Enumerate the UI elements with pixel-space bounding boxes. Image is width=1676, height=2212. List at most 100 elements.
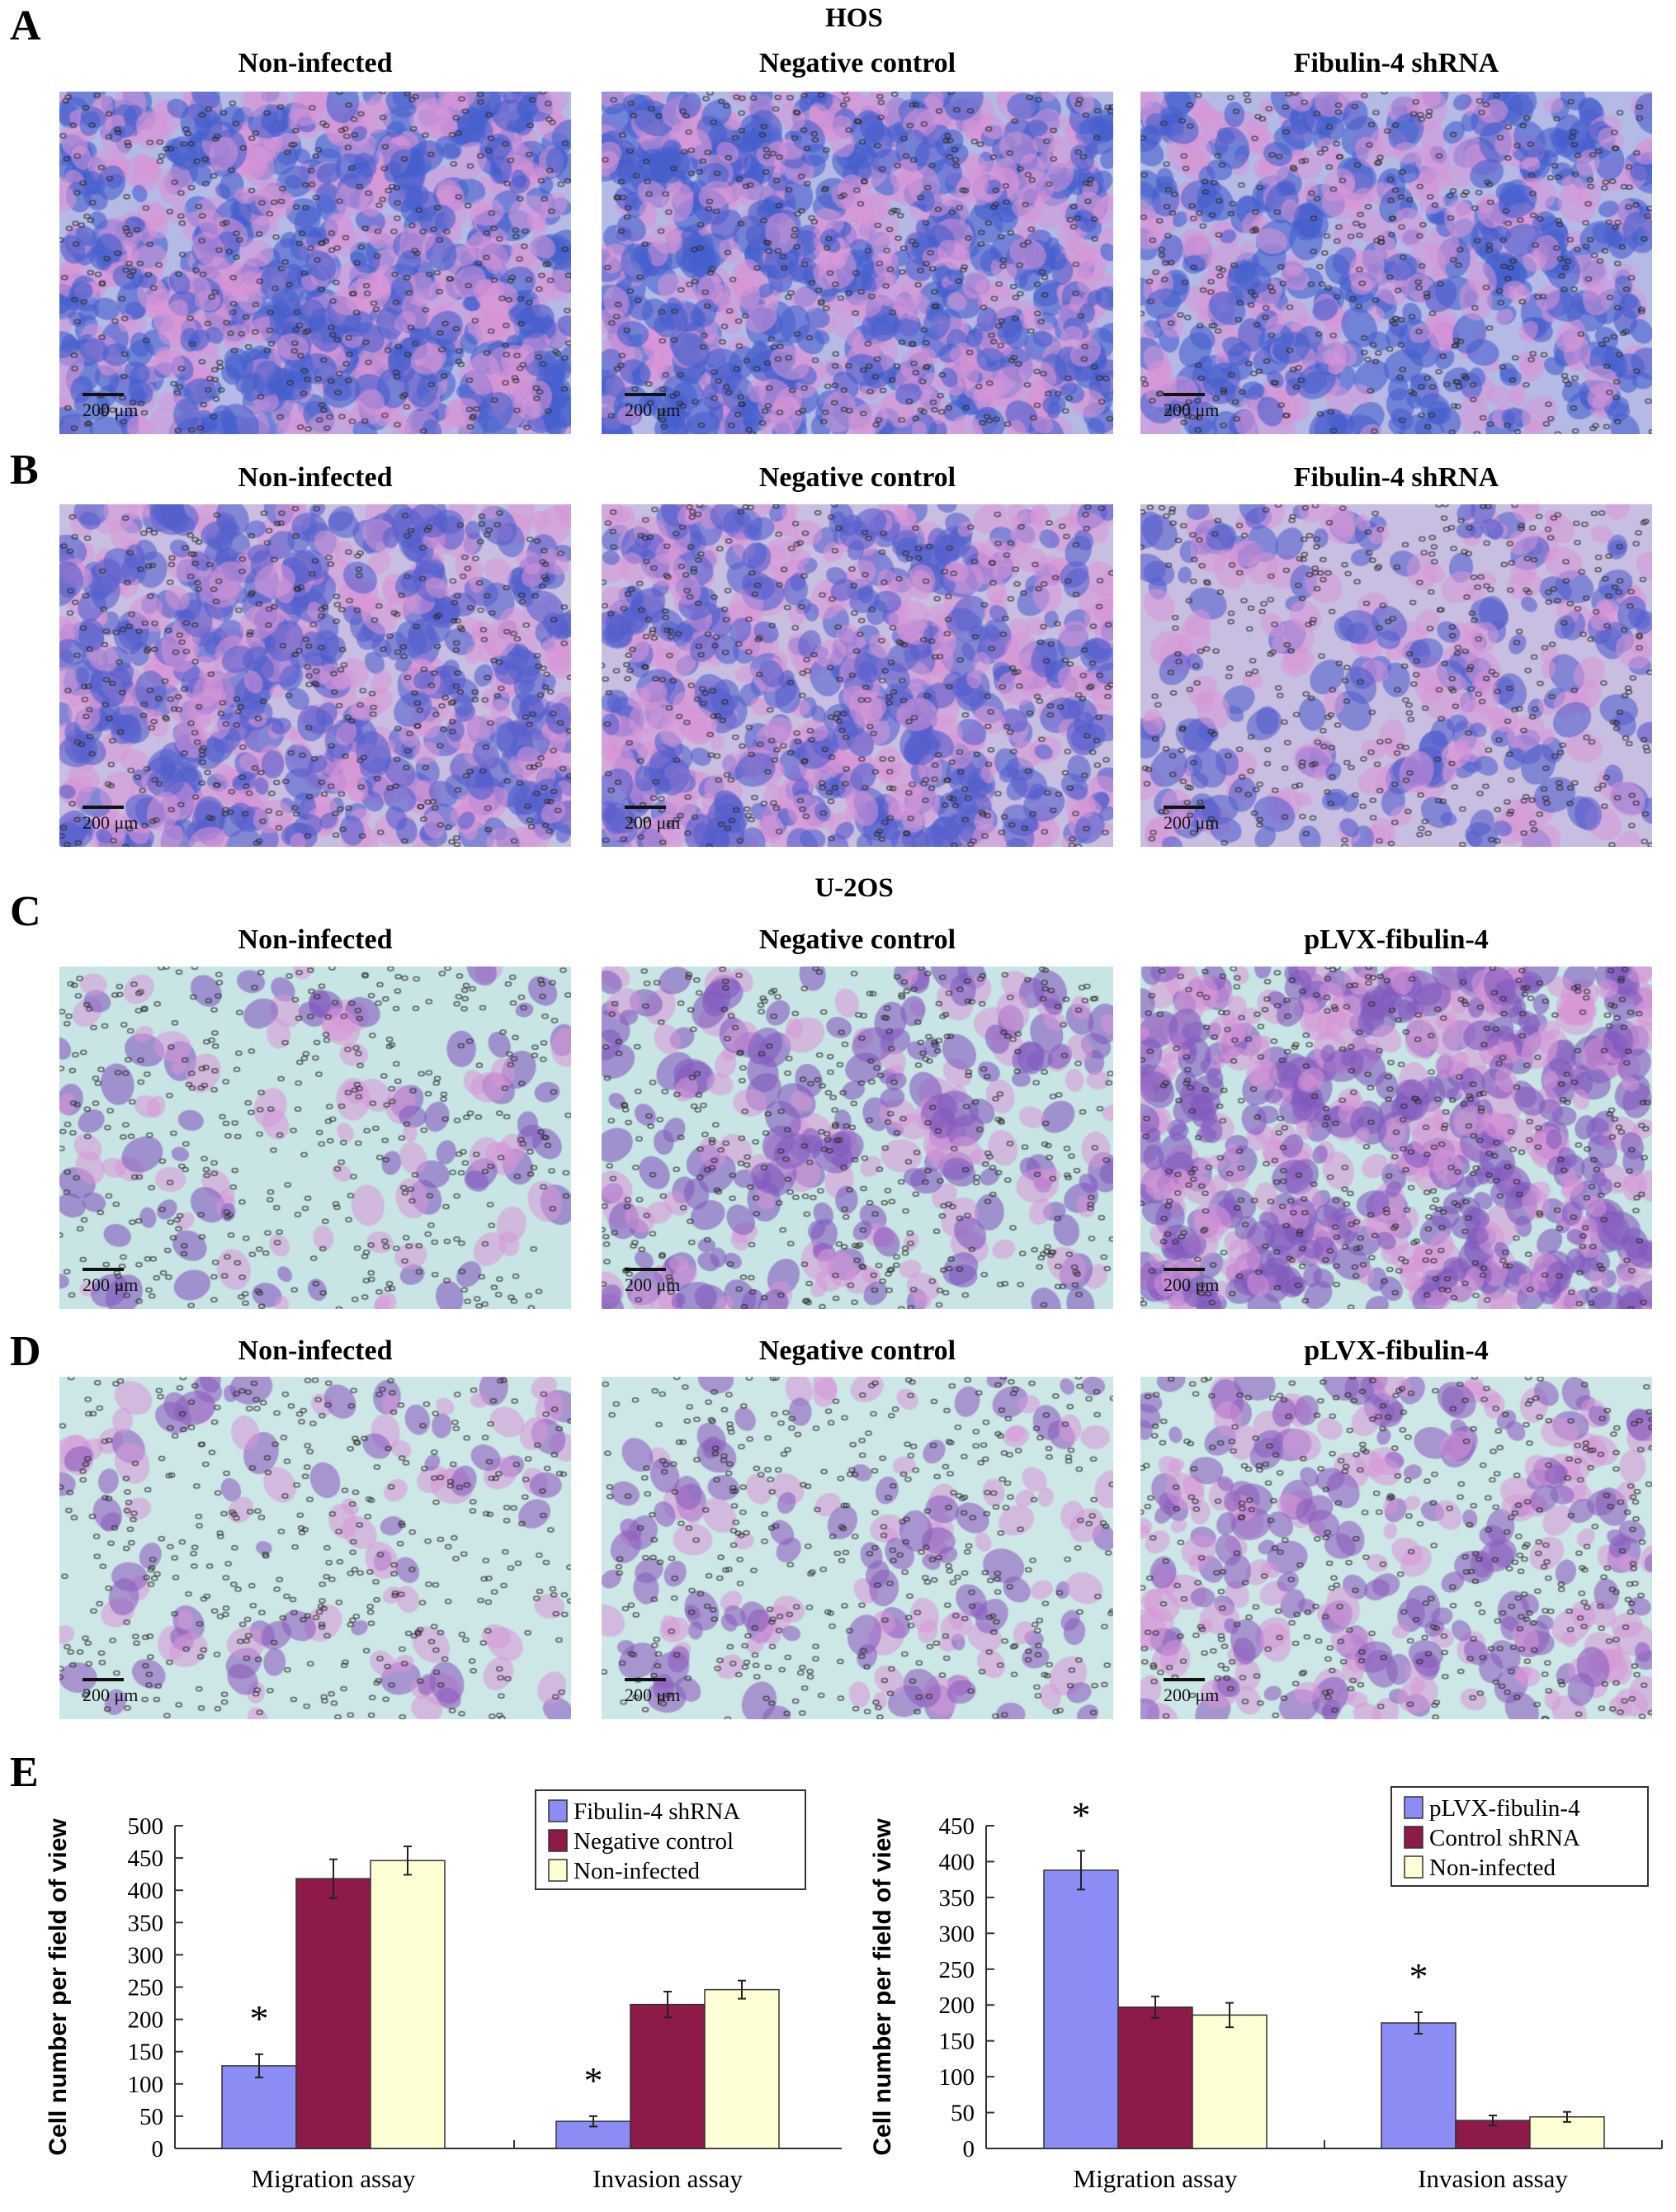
y-tick-label: 200 [939, 1992, 975, 2019]
scale-bar: 200 μm [1164, 1678, 1219, 1706]
y-tick-label: 350 [939, 1885, 975, 1912]
x-tick-label: Migration assay [252, 2164, 416, 2193]
micrograph-title: Negative control [758, 1335, 956, 1366]
scale-bar-label: 200 μm [83, 1685, 139, 1705]
scale-bar-label: 200 μm [625, 812, 681, 833]
legend: Fibulin-4 shRNA Negative control Non-infec… [535, 1789, 806, 1890]
scale-bar-line [1164, 1678, 1205, 1681]
micrograph-title: pLVX-fibulin-4 [1304, 924, 1489, 955]
significance-marker: * [250, 1997, 269, 2039]
scale-bar-line [625, 393, 666, 396]
scale-bar-label: 200 μm [1164, 1274, 1220, 1295]
scale-bar-label: 200 μm [1164, 812, 1220, 833]
scale-bar-label: 200 μm [625, 399, 681, 420]
x-tick-label: Invasion assay [593, 2164, 743, 2193]
scale-bar: 200 μm [1164, 393, 1219, 421]
bar [1043, 1869, 1119, 2149]
micrograph-title: Non-infected [238, 924, 393, 955]
scale-bar-line [83, 806, 124, 809]
y-tick-label: 400 [939, 1849, 975, 1875]
y-tick-label: 200 [128, 2007, 164, 2034]
y-tick-label: 300 [939, 1921, 975, 1947]
legend-box [535, 1789, 806, 1890]
y-tick-label: 100 [128, 2072, 164, 2098]
legend-box [1390, 1786, 1649, 1887]
y-tick-label: 0 [152, 2136, 164, 2162]
scale-bar: 200 μm [625, 806, 680, 834]
scale-bar-line [1164, 1268, 1205, 1271]
y-tick-label: 50 [951, 2101, 975, 2127]
scale-bar-label: 200 μm [625, 1274, 681, 1295]
legend: pLVX-fibulin-4 Control shRNA Non-infected [1390, 1786, 1649, 1887]
panel-letter-e: E [10, 1749, 39, 1796]
y-tick-label: 300 [128, 1942, 164, 1969]
scale-bar-line [625, 1678, 666, 1681]
panel-letter-a: A [10, 2, 41, 50]
micrograph-title: Non-infected [238, 1335, 393, 1366]
scale-bar: 200 μm [83, 1678, 138, 1706]
legend-swatch [1404, 1796, 1423, 1819]
micrograph-image: 200 μm [59, 92, 571, 434]
legend-swatch [548, 1859, 568, 1882]
scale-bar-line [83, 393, 124, 396]
legend-swatch [548, 1829, 568, 1852]
micrograph-image: 200 μm [602, 1377, 1113, 1719]
y-tick-label: 350 [128, 1910, 164, 1936]
y-axis-label: Cell number per field of view [869, 1818, 896, 2156]
legend-label: Negative control [574, 1828, 734, 1855]
scale-bar-line [1164, 806, 1205, 809]
y-tick-label: 0 [963, 2136, 975, 2162]
y-tick-label: 50 [139, 2104, 163, 2130]
y-tick-label: 250 [939, 1957, 975, 1983]
micrograph-image: 200 μm [59, 504, 571, 847]
legend-swatch [1404, 1826, 1423, 1849]
significance-marker: * [584, 2059, 603, 2101]
significance-marker: * [1072, 1794, 1091, 1836]
legend-label: Control shRNA [1429, 1825, 1580, 1851]
micrograph-image: 200 μm [59, 967, 571, 1309]
y-tick-label: 450 [128, 1846, 164, 1872]
bar [221, 2065, 297, 2149]
scale-bar-label: 200 μm [1164, 399, 1220, 420]
micrograph-image: 200 μm [602, 92, 1113, 434]
micrograph-title: Non-infected [238, 48, 393, 78]
micrograph-title: Negative control [758, 462, 956, 493]
cell-line-label: U-2OS [814, 873, 894, 903]
y-axis-label: Cell number per field of view [45, 1818, 72, 2156]
micrograph-image: 200 μm [602, 504, 1113, 847]
cell-line-label: HOS [825, 3, 883, 33]
scale-bar: 200 μm [83, 806, 138, 834]
y-tick-label: 400 [128, 1878, 164, 1904]
legend-label: Non-infected [1429, 1855, 1556, 1881]
micrograph-image: 200 μm [1140, 504, 1652, 847]
scale-bar: 200 μm [625, 393, 680, 421]
scale-bar-label: 200 μm [83, 399, 139, 420]
bar-chart-1: 0 50 100 150 200 250 300 350 400 450 500 Cell numbe… [45, 1789, 842, 2193]
legend-label: pLVX-fibulin-4 [1429, 1795, 1580, 1822]
scale-bar-label: 200 μm [1164, 1685, 1220, 1705]
y-tick-label: 500 [128, 1813, 164, 1840]
scale-bar: 200 μm [1164, 1268, 1219, 1296]
micrograph-image: 200 μm [1140, 92, 1652, 434]
micrograph-title: Non-infected [238, 462, 393, 493]
micrograph-image: 200 μm [602, 967, 1113, 1309]
y-tick-label: 150 [128, 2039, 164, 2066]
legend-label: Non-infected [574, 1858, 700, 1884]
panel-letter-b: B [10, 447, 39, 494]
scale-bar-line [625, 1268, 666, 1271]
micrograph-image: 200 μm [1140, 967, 1652, 1309]
legend-swatch [1404, 1855, 1423, 1879]
x-tick-label: Invasion assay [1418, 2164, 1568, 2193]
micrograph-title: Fibulin-4 shRNA [1293, 48, 1499, 78]
y-tick-label: 450 [939, 1813, 975, 1840]
bar [1381, 2022, 1456, 2149]
scale-bar-line [83, 1268, 124, 1271]
micrograph-title: pLVX-fibulin-4 [1304, 1335, 1489, 1366]
scale-bar: 200 μm [625, 1268, 680, 1296]
micrograph-title: Negative control [758, 924, 956, 955]
legend-swatch [548, 1799, 568, 1822]
scale-bar: 200 μm [1164, 806, 1219, 834]
scale-bar-line [625, 806, 666, 809]
significance-marker: * [1409, 1955, 1428, 1997]
